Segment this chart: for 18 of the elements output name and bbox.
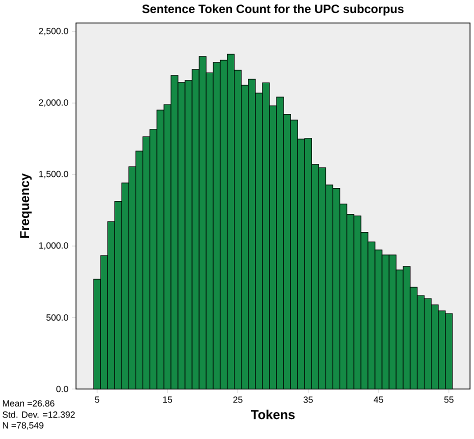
y-tick-label: 1,000.0 bbox=[39, 242, 68, 250]
y-tick-label: 0.0 bbox=[56, 386, 68, 392]
x-tick-label: 15 bbox=[163, 396, 172, 403]
x-tick-label: 25 bbox=[233, 396, 242, 403]
y-axis-title: Frequency bbox=[20, 173, 32, 238]
x-tick-label: 5 bbox=[94, 396, 100, 403]
x-axis-title: Tokens bbox=[250, 410, 295, 420]
x-tick-label: 55 bbox=[444, 396, 454, 403]
chart-title: Sentence Token Count for the UPC subcorpus bbox=[142, 4, 404, 16]
text: N =78,549 bbox=[2, 422, 44, 430]
x-tick-label: 35 bbox=[304, 396, 313, 403]
x-tick-label: 45 bbox=[374, 396, 384, 403]
y-tick-label: 2,500.0 bbox=[39, 28, 68, 36]
y-tick-label: 1,500.0 bbox=[39, 170, 68, 178]
y-tick-label: 2,000.0 bbox=[39, 99, 68, 107]
y-tick-label: 500.0 bbox=[46, 314, 68, 321]
text: Mean =26.86 bbox=[2, 400, 54, 407]
text: Std. Dev. =12.392 bbox=[2, 411, 75, 418]
